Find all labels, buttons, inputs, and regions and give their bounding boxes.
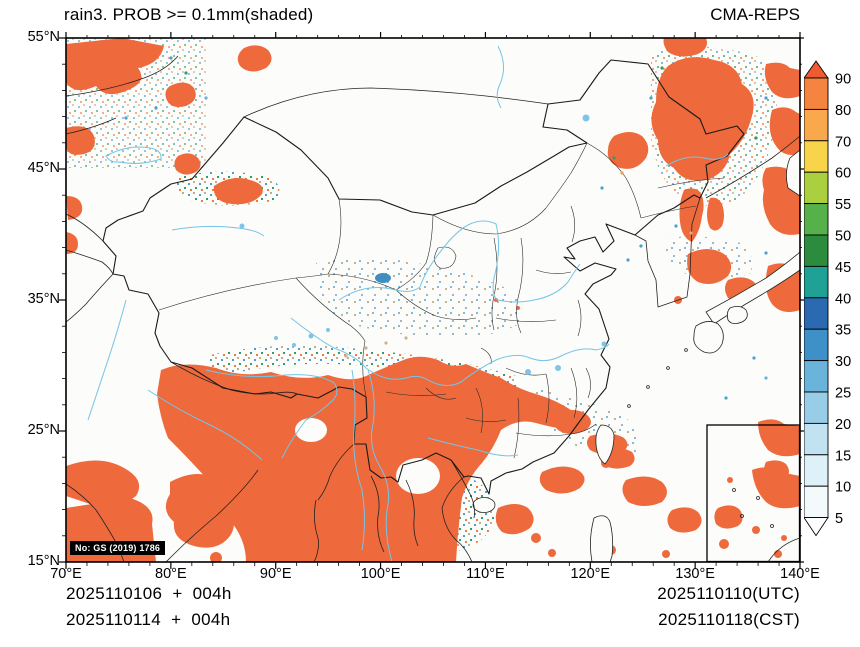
lat-tick-label: 55°N xyxy=(27,29,60,45)
colorbar-label: 40 xyxy=(835,291,851,307)
license-watermark: No: GS (2019) 1786 xyxy=(70,541,166,555)
lat-tick-label: 15°N xyxy=(27,553,60,569)
colorbar-segment xyxy=(803,297,829,330)
lat-tick-label: 45°N xyxy=(27,160,60,176)
colorbar-segment xyxy=(803,77,829,110)
axis-ticks xyxy=(59,32,804,569)
lon-tick-label: 110°E xyxy=(466,566,505,582)
colorbar-label: 80 xyxy=(835,103,851,119)
footer-init-time-cst: 2025110114 + 004h xyxy=(66,610,231,629)
lon-tick-label: 140°E xyxy=(780,566,820,582)
colorbar-segment xyxy=(803,391,829,424)
footer-init-time-utc: 2025110106 + 004h xyxy=(66,584,232,603)
colorbar-label: 20 xyxy=(835,417,851,433)
lon-tick-label: 70°E xyxy=(50,566,82,582)
colorbar-label: 5 xyxy=(835,511,843,527)
lon-tick-label: 100°E xyxy=(360,566,401,582)
lon-tick-label: 120°E xyxy=(570,566,611,582)
china-national-border xyxy=(102,59,745,495)
colorbar-legend: 90 80 70 60 55 50 45 40 35 30 25 20 15 10 5 xyxy=(803,60,860,543)
colorbar-label: 25 xyxy=(835,386,851,402)
model-name: CMA-REPS xyxy=(710,5,800,24)
colorbar-segment xyxy=(803,234,829,267)
colorbar-label: 45 xyxy=(835,260,851,276)
lat-tick-label: 35°N xyxy=(27,291,60,307)
lon-tick-label: 90°E xyxy=(259,566,292,582)
footer-valid-time-utc: 2025110110(UTC) xyxy=(657,584,800,603)
colorbar-segment xyxy=(803,203,829,236)
rivers-and-lakes xyxy=(87,45,729,562)
colorbar-label: 50 xyxy=(835,229,851,245)
colorbar-bottom-arrow xyxy=(803,517,829,537)
colorbar-segment xyxy=(803,265,829,299)
province-borders xyxy=(158,142,725,459)
lon-tick-label: 80°E xyxy=(155,566,187,582)
lon-tick-label: 130°E xyxy=(675,566,715,582)
colorbar-label: 10 xyxy=(835,480,851,496)
chart-title: rain3. PROB >= 0.1mm(shaded) xyxy=(64,5,314,24)
colorbar-top-arrow xyxy=(803,60,829,79)
foreign-coastlines-and-borders xyxy=(66,55,800,562)
colorbar-segment xyxy=(803,108,829,142)
colorbar-label: 35 xyxy=(835,323,851,339)
colorbar-segment xyxy=(803,454,829,487)
misc-speckle-dots xyxy=(124,56,768,400)
colorbar-label: 55 xyxy=(835,197,851,213)
colorbar-segment xyxy=(803,328,829,362)
colorbar-label: 90 xyxy=(835,72,851,88)
colorbar-segment xyxy=(803,485,829,519)
colorbar-label: 60 xyxy=(835,166,851,182)
colorbar-label: 30 xyxy=(835,354,851,370)
colorbar-segment xyxy=(803,140,829,173)
lat-tick-label: 25°N xyxy=(27,422,60,438)
colorbar-segment xyxy=(803,360,829,393)
colorbar-label: 15 xyxy=(835,448,851,464)
colorbar-segment xyxy=(803,422,829,456)
colorbar-label: 70 xyxy=(835,134,851,150)
colorbar-segment xyxy=(803,171,829,205)
footer-valid-time-cst: 2025110118(CST) xyxy=(658,610,800,629)
